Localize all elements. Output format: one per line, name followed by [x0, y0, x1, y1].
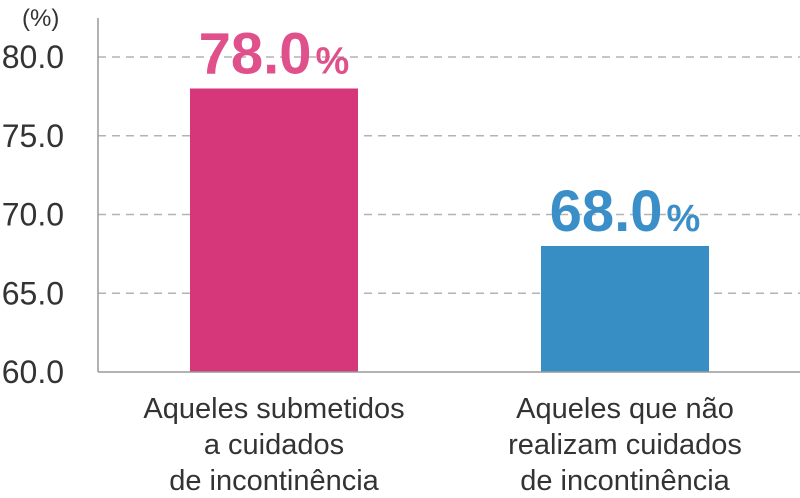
- data-label-value: 78.0: [199, 22, 312, 87]
- x-category-label: Aqueles submetidos: [143, 393, 404, 425]
- bar: [190, 88, 358, 372]
- x-category-label: de incontinência: [520, 465, 730, 497]
- y-tick-label: 60.0: [2, 354, 64, 390]
- y-tick-label: 65.0: [2, 275, 64, 311]
- bar: [541, 246, 709, 372]
- y-tick-label: 75.0: [2, 118, 64, 154]
- x-axis-categories: Aqueles submetidos a cuidados de incontinê…: [143, 393, 741, 497]
- x-category-label: a cuidados: [204, 429, 344, 461]
- data-label-unit: %: [667, 198, 701, 240]
- x-category-label: realizam cuidados: [508, 429, 742, 461]
- y-tick-label: 70.0: [2, 197, 64, 233]
- data-labels: 78.0 %68.0%: [199, 22, 701, 245]
- bars: [190, 88, 709, 372]
- x-category-label: de incontinência: [169, 465, 379, 497]
- y-tick-label: 80.0: [2, 39, 64, 75]
- y-axis-unit-label: (%): [22, 5, 59, 32]
- y-axis-ticks: 60.0 65.0 70.0 75.0 80.0: [2, 39, 64, 390]
- x-category-label: Aqueles que não: [516, 393, 734, 425]
- data-label: 68.0%: [550, 179, 701, 244]
- data-label-value: 68.0: [550, 179, 663, 244]
- data-label: 78.0%: [199, 22, 350, 87]
- data-label-unit: %: [316, 41, 350, 83]
